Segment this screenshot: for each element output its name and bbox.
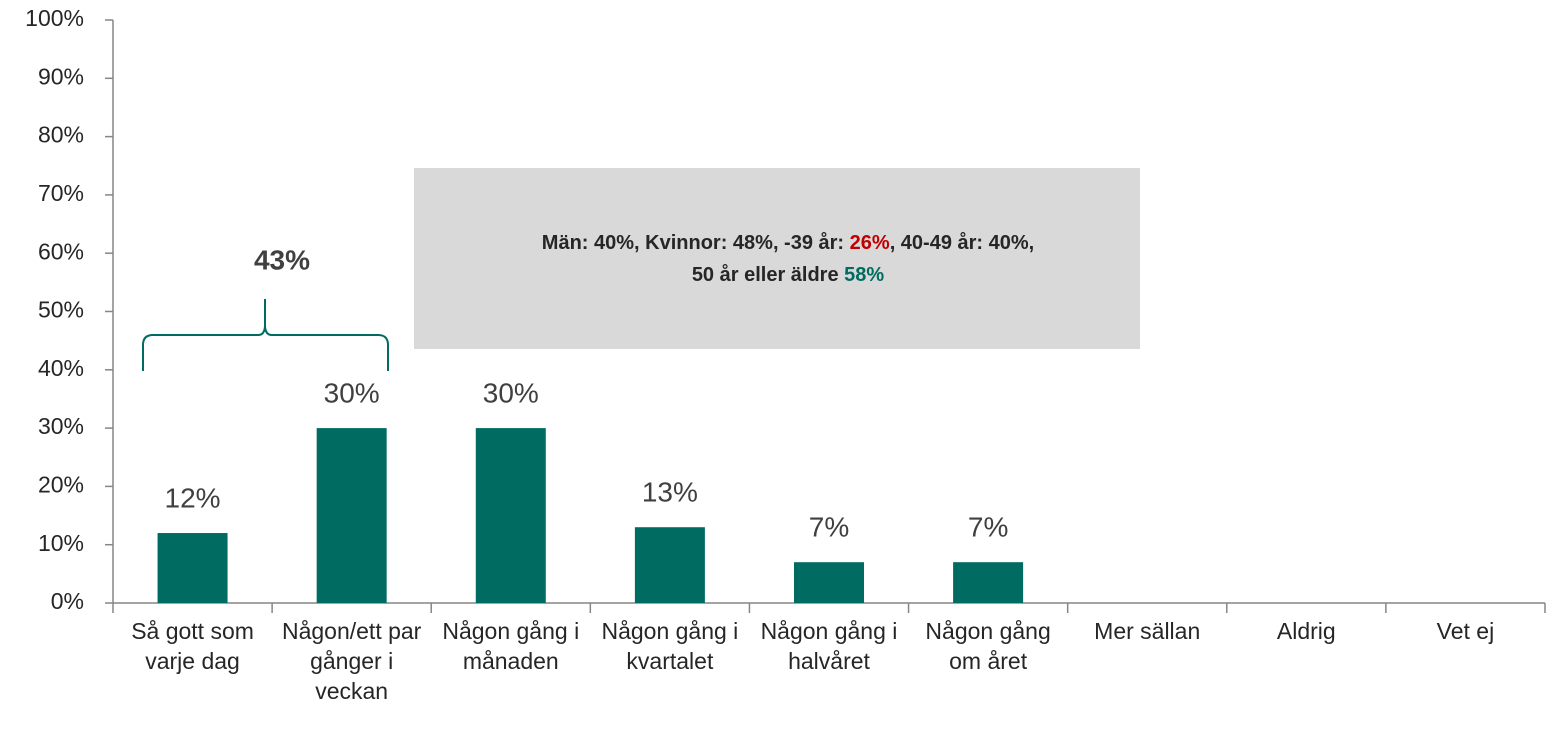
annotation-line: Män: 40%, Kvinnor: 48%, -39 år: 26%, 40-… (542, 227, 1034, 259)
y-tick-label: 60% (38, 238, 84, 264)
annotation-box: Män: 40%, Kvinnor: 48%, -39 år: 26%, 40-… (414, 168, 1140, 349)
bar (794, 562, 864, 603)
annotation-text: 26% (849, 231, 890, 254)
annotation-text: 58% (844, 263, 885, 286)
annotation-text: 50 år eller äldre (691, 263, 845, 286)
y-tick-label: 70% (38, 180, 84, 206)
x-tick-label: Aldrig (1276, 618, 1336, 644)
brace-label: 43% (254, 244, 310, 275)
x-tick-label: Mer sällan (1094, 618, 1201, 644)
x-tick-label: Så gott som varje dag (131, 618, 254, 674)
bar (953, 562, 1024, 603)
y-tick-label: 80% (38, 122, 84, 148)
y-tick-label: 50% (38, 297, 84, 323)
data-label: 7% (809, 512, 849, 543)
y-tick-label: 90% (38, 63, 84, 89)
bar (157, 533, 228, 603)
annotation-text: Män: 40%, Kvinnor: 48%, -39 år: (541, 231, 850, 254)
y-tick-label: 0% (51, 588, 84, 614)
y-tick-label: 100% (25, 5, 84, 31)
y-tick-label: 30% (38, 413, 84, 439)
bar (316, 428, 387, 603)
annotation-text: , 40-49 år: 40%, (889, 231, 1035, 254)
data-label: 13% (642, 477, 698, 508)
x-tick-label: Någon gång i kvartalet (601, 618, 739, 674)
y-tick-label: 10% (38, 530, 84, 556)
y-tick-label: 40% (38, 355, 84, 381)
data-label: 30% (483, 377, 539, 408)
x-tick-label: Någon gång i halvåret (760, 618, 898, 674)
x-tick-label: Någon gång i månaden (442, 618, 580, 674)
x-tick-label: Vet ej (1436, 618, 1495, 644)
x-tick-label: Någon gång om året (925, 618, 1051, 674)
y-tick-label: 20% (38, 471, 84, 497)
data-label: 12% (165, 482, 221, 513)
annotation-line: 50 år eller äldre 58% (692, 259, 884, 291)
brace (142, 299, 389, 371)
bar (634, 527, 705, 603)
data-label: 30% (324, 377, 380, 408)
data-label: 7% (968, 512, 1008, 543)
x-tick-label: Någon/ett par gånger i veckan (281, 618, 422, 704)
bar (475, 428, 546, 603)
